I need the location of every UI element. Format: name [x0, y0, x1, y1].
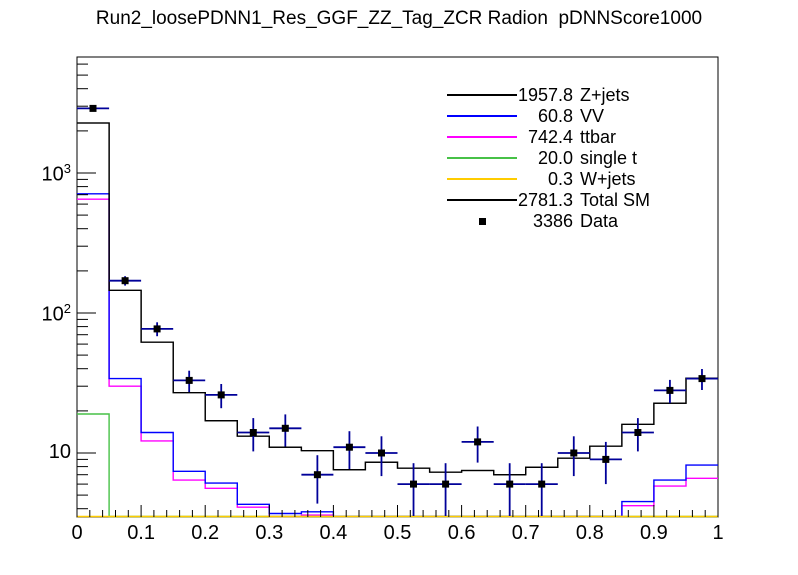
data-point-marker	[313, 471, 321, 479]
legend-line-sample	[447, 85, 517, 106]
x-tick-label: 0.2	[191, 522, 220, 544]
legend-yield: 742.4	[527, 127, 573, 147]
legend-row: 0.3 W+jets	[447, 169, 747, 190]
legend: 1957.8 Z+jets 60.8 VV 742.4 ttbar 20.0 single t…	[447, 85, 747, 232]
legend-row: 3386 Data	[447, 211, 747, 232]
data-point-marker	[634, 429, 642, 436]
legend-line-sample	[447, 106, 517, 127]
data-point-marker	[121, 277, 129, 285]
data-point-marker	[378, 449, 385, 457]
legend-yield: 2781.3	[517, 190, 573, 210]
legend-label: Data	[580, 211, 619, 231]
legend-row: 20.0 single t	[447, 148, 747, 169]
legend-data-marker	[447, 211, 517, 232]
x-tick-label: 0.7	[511, 522, 540, 544]
data-point-marker	[89, 104, 97, 112]
legend-line-sample	[447, 190, 517, 211]
legend-label: Z+jets	[580, 85, 630, 105]
legend-yield: 20.0	[537, 148, 573, 168]
data-point-marker	[410, 480, 417, 488]
legend-line-sample	[447, 127, 517, 148]
data-point-marker	[442, 480, 450, 488]
x-tick-label: 0.3	[255, 522, 284, 544]
y-tick-label: 103	[41, 161, 71, 186]
legend-yield: 1957.8	[517, 85, 573, 105]
x-tick-label: 0.8	[575, 522, 604, 544]
data-point-marker	[602, 455, 610, 463]
legend-label: W+jets	[580, 169, 636, 189]
x-tick-label: 1	[712, 522, 724, 544]
data-point-marker	[345, 443, 353, 451]
x-tick-label: 0.4	[319, 522, 348, 544]
legend-row: 60.8 VV	[447, 106, 747, 127]
x-tick-label: 0	[71, 522, 83, 544]
legend-yield: 60.8	[537, 106, 573, 126]
legend-row: 1957.8 Z+jets	[447, 85, 747, 106]
data-point-marker	[698, 375, 706, 383]
data-point-marker	[506, 480, 514, 488]
data-point-marker	[185, 376, 193, 384]
legend-yield: 3386	[532, 211, 573, 231]
legend-yield: 0.3	[547, 169, 573, 189]
legend-label: VV	[580, 106, 605, 126]
data-point-marker	[153, 325, 161, 333]
x-tick-label: 0.6	[447, 522, 476, 544]
x-tick-label: 0.9	[639, 522, 668, 544]
data-point-marker	[217, 391, 225, 399]
legend-line-sample	[447, 148, 517, 169]
y-tick-label: 10	[48, 441, 71, 463]
data-point-marker	[474, 438, 482, 446]
legend-line-sample	[447, 169, 517, 190]
x-tick-label: 0.1	[127, 522, 155, 544]
data-point-marker	[666, 386, 674, 394]
legend-row: 742.4 ttbar	[447, 127, 747, 148]
data-point-marker	[570, 449, 578, 457]
data-point-marker	[281, 424, 289, 432]
legend-label: single t	[580, 148, 638, 168]
data-point-marker	[249, 429, 257, 436]
legend-label: ttbar	[580, 127, 617, 147]
data-point-marker	[538, 480, 546, 488]
x-tick-label: 0.5	[383, 522, 412, 544]
plot-title: Run2_loosePDNN1_Res_GGF_ZZ_Tag_ZCR Radio…	[95, 8, 703, 29]
legend-label: Total SM	[580, 190, 651, 210]
legend-row: 2781.3 Total SM	[447, 190, 747, 211]
y-tick-label: 102	[41, 301, 71, 326]
